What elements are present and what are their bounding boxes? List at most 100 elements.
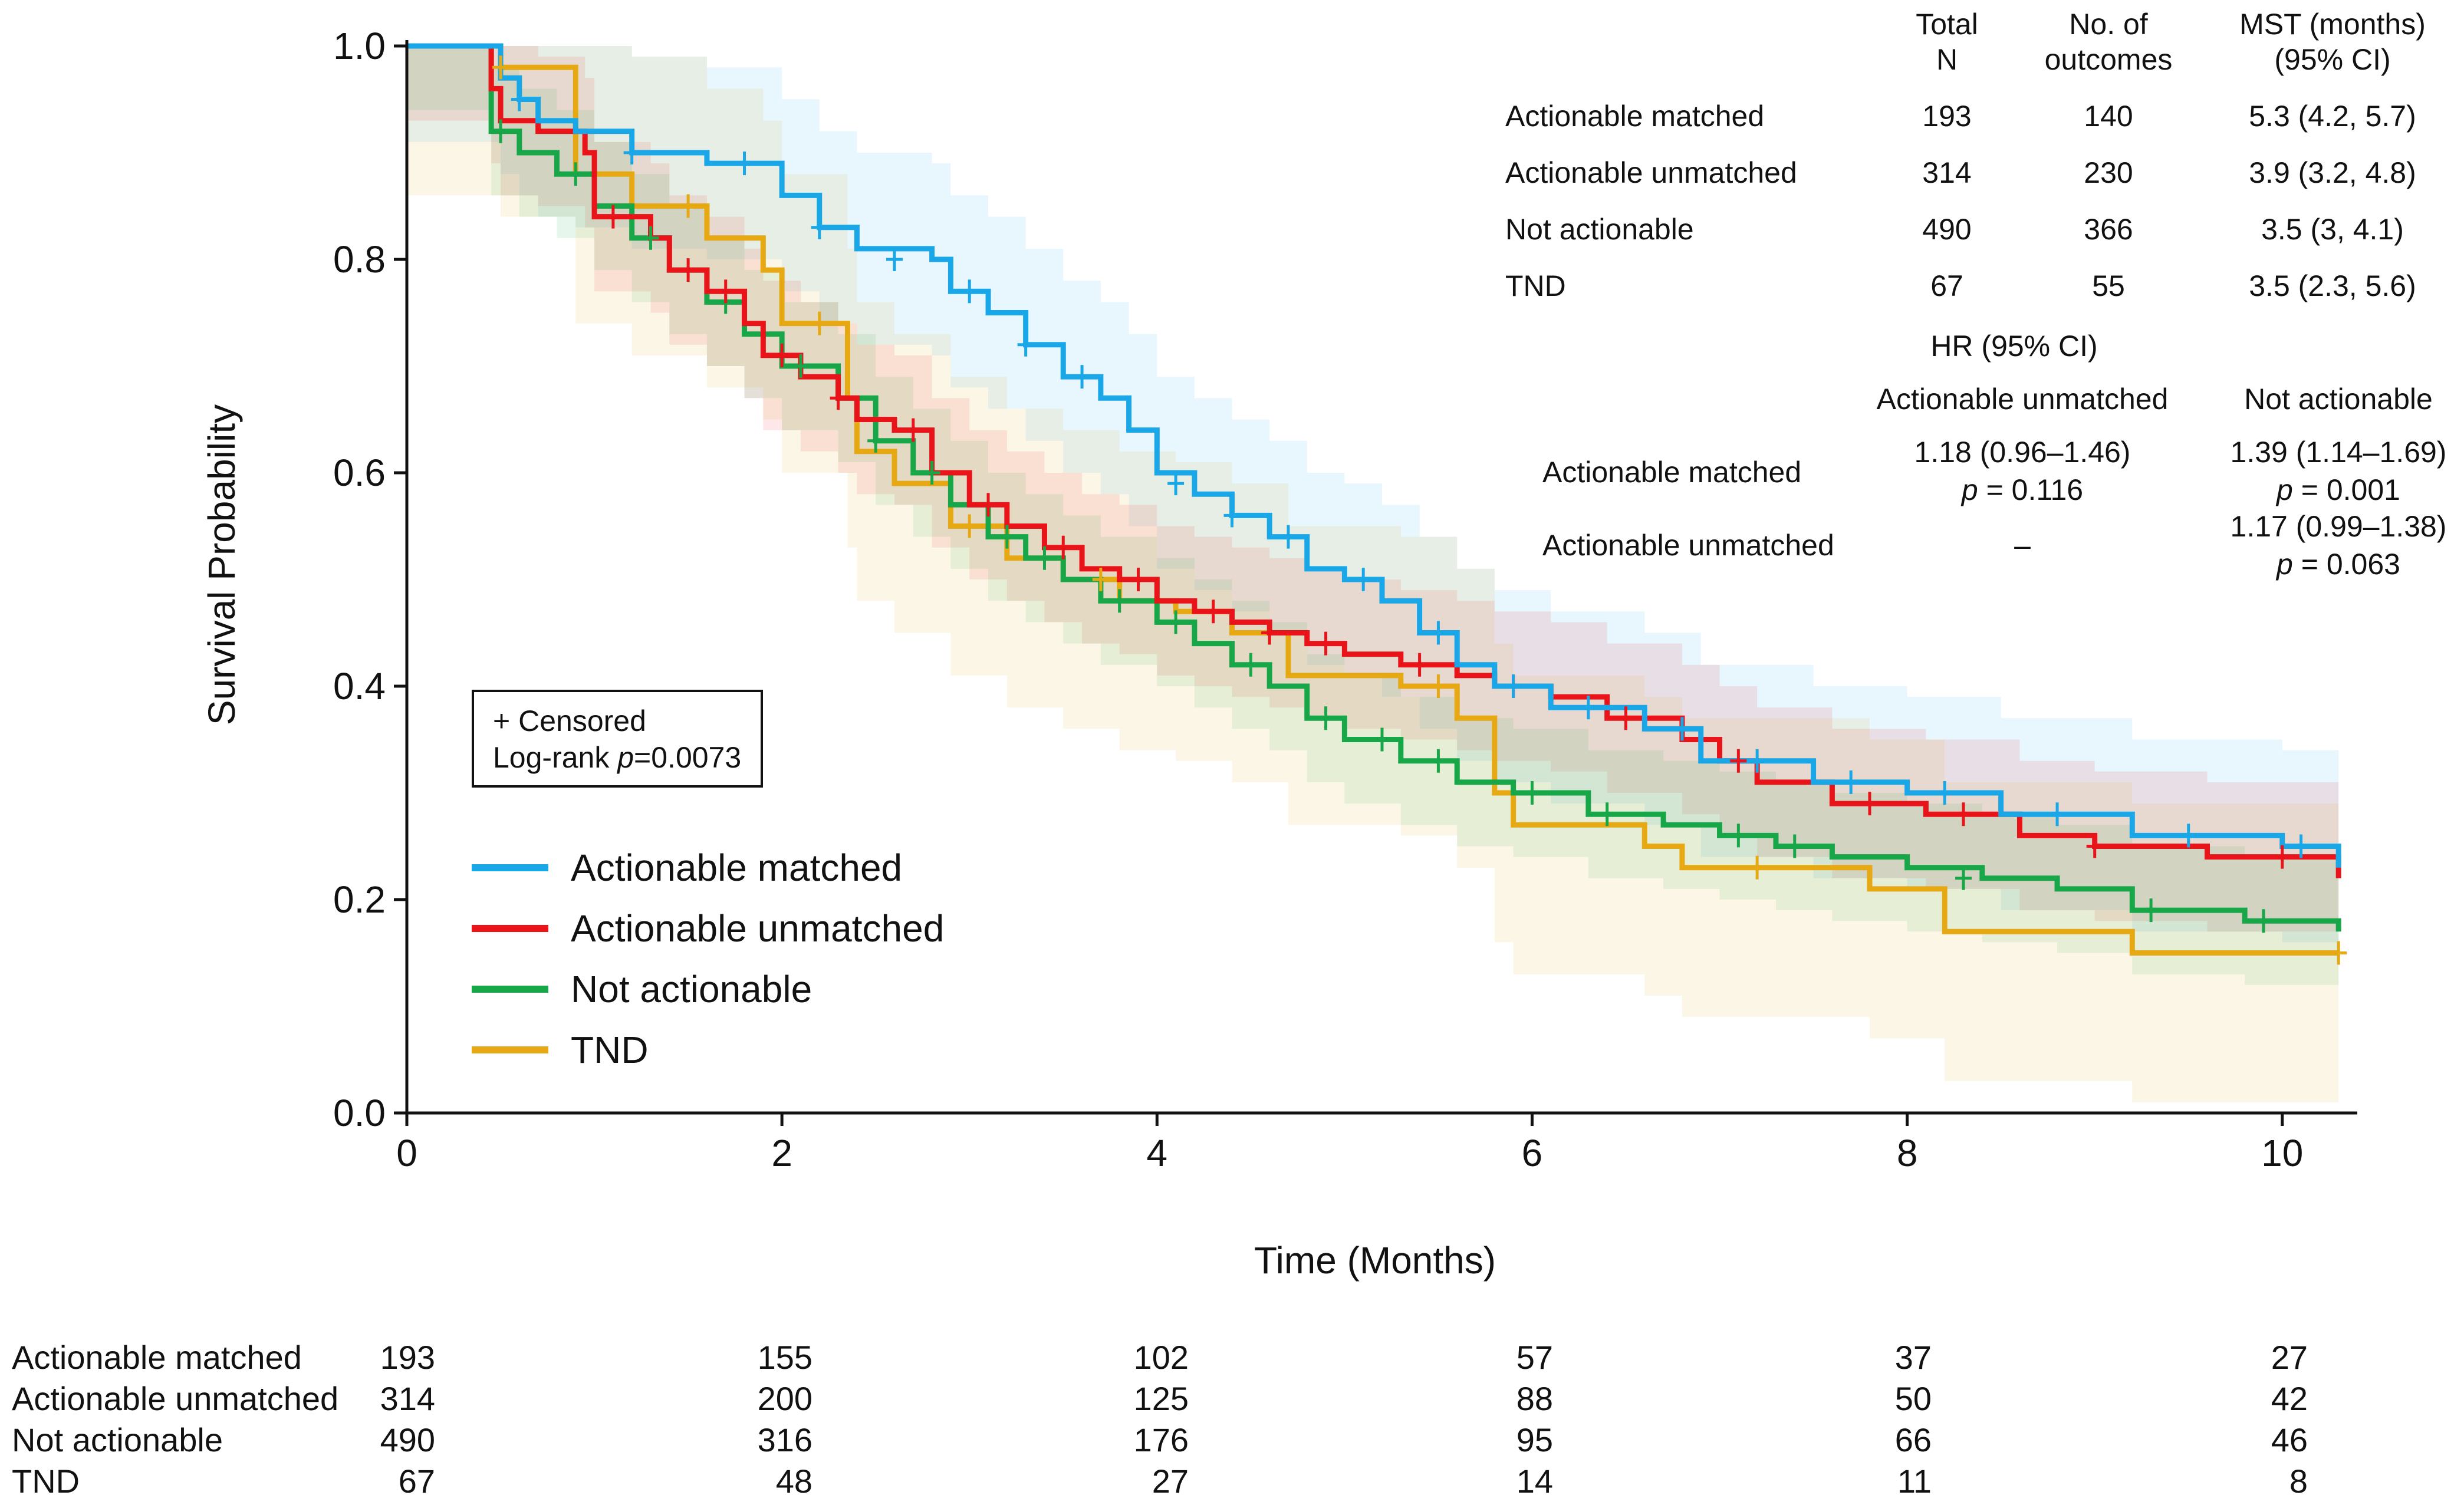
legend: Actionable matched Actionable unmatched No…: [472, 847, 944, 1071]
censor-mark: [717, 279, 734, 304]
header-total-1: Total: [1916, 8, 1978, 41]
censor-mark: [680, 194, 697, 218]
censor-mark: [1074, 365, 1091, 389]
x-tick-label: 2: [771, 1132, 792, 1174]
censor-mark: [1749, 855, 1766, 880]
y-tick-label: 0.6: [333, 452, 386, 494]
censor-marks: [492, 55, 2347, 965]
row-n: 490: [1922, 213, 1971, 246]
header-total-2: N: [1936, 43, 1958, 76]
row-n: 67: [1930, 269, 1963, 302]
risk-value: 316: [758, 1421, 812, 1458]
censor-mark: [1598, 802, 1616, 826]
censor-mark: [2049, 802, 2066, 826]
hr-cell-p: p = 0.116: [1960, 473, 2083, 506]
censor-mark: [2255, 909, 2272, 933]
risk-value: 155: [758, 1339, 812, 1376]
censored-label: + Censored: [493, 704, 646, 737]
censor-mark: [923, 461, 940, 485]
risk-value: 176: [1134, 1421, 1189, 1458]
risk-row-name: TND: [12, 1463, 80, 1500]
censor-mark: [1730, 824, 1747, 848]
y-tick-label: 0.4: [333, 665, 386, 707]
hr-cell: 1.17 (0.99–1.38): [2231, 510, 2447, 543]
censor-mark: [1130, 568, 1147, 591]
censor-mark: [1242, 653, 1259, 677]
censor-mark: [904, 418, 922, 442]
risk-value: 102: [1134, 1339, 1189, 1376]
censor-mark: [1411, 653, 1428, 677]
confidence-bands: [407, 46, 2339, 1102]
y-tick-label: 0.8: [333, 238, 386, 281]
censor-mark: [2292, 834, 2310, 858]
risk-value: 193: [380, 1339, 435, 1376]
censor-mark: [1749, 749, 1766, 773]
censor-mark: [2086, 834, 2103, 858]
legend-label-3: TND: [571, 1029, 649, 1071]
censor-mark: [1430, 749, 1447, 773]
risk-value: 88: [1516, 1380, 1553, 1417]
censor-mark: [2143, 898, 2160, 923]
censor-mark: [1617, 706, 1634, 730]
risk-value: 50: [1895, 1380, 1932, 1417]
censor-mark: [1786, 834, 1803, 858]
row-mst: 3.5 (3, 4.1): [2261, 213, 2404, 246]
censor-mark: [1430, 621, 1447, 645]
risk-value: 46: [2271, 1421, 2308, 1458]
censor-mark: [1843, 770, 1860, 794]
censor-mark: [1223, 503, 1241, 528]
hr-cell: –: [2014, 529, 2031, 562]
censor-mark: [961, 279, 978, 304]
risk-value: 57: [1516, 1339, 1553, 1376]
header-outcomes-2: outcomes: [2045, 43, 2173, 76]
x-tick-label: 6: [1522, 1132, 1543, 1174]
row-mst: 5.3 (4.2, 5.7): [2249, 100, 2416, 133]
censor-mark: [1355, 568, 1372, 591]
risk-value: 8: [2289, 1463, 2308, 1500]
hr-title: HR (95% CI): [1930, 330, 2097, 363]
risk-value: 48: [776, 1463, 812, 1500]
row-n: 193: [1922, 100, 1971, 133]
x-tick-label: 8: [1897, 1132, 1918, 1174]
censor-mark: [642, 226, 659, 250]
row-n: 314: [1922, 156, 1971, 189]
censor-mark: [774, 343, 791, 367]
censor-mark: [1955, 866, 1972, 890]
legend-label-2: Not actionable: [571, 968, 812, 1010]
hr-col1: Actionable unmatched: [1877, 383, 2169, 416]
risk-value: 125: [1134, 1380, 1189, 1417]
risk-row-name: Not actionable: [12, 1421, 223, 1458]
logrank-label: Log-rank p=0.0073: [493, 741, 741, 774]
axes: 0.0 0.2 0.4 0.6 0.8 1.0 0 2 4 6 8 10: [333, 25, 2357, 1174]
censor-mark: [1279, 525, 1297, 549]
censor-mark: [1017, 332, 1034, 357]
censor-mark: [1861, 792, 1878, 816]
x-tick-label: 4: [1147, 1132, 1168, 1174]
risk-value: 95: [1516, 1421, 1553, 1458]
row-name: Actionable matched: [1505, 100, 1764, 133]
censor-mark: [1167, 610, 1185, 634]
censor-mark: [1205, 600, 1222, 624]
x-axis-title: Time (Months): [1254, 1239, 1496, 1282]
ci-band-1: [407, 46, 2339, 953]
risk-value: 27: [1152, 1463, 1189, 1500]
censor-mark: [811, 311, 828, 335]
censor-mark: [492, 55, 509, 80]
header-mst-1: MST (months): [2239, 8, 2426, 41]
censor-mark: [998, 525, 1015, 549]
row-name: Actionable unmatched: [1505, 156, 1797, 189]
y-tick-label: 0.2: [333, 878, 386, 921]
ci-band-3: [407, 46, 2339, 1102]
censor-mark: [1580, 696, 1597, 720]
risk-value: 490: [380, 1421, 435, 1458]
censor-mark: [1430, 674, 1447, 698]
risk-row-name: Actionable unmatched: [12, 1380, 338, 1417]
censor-mark: [1055, 535, 1072, 559]
censor-mark: [604, 205, 621, 229]
censor-mark: [811, 215, 828, 239]
ci-band-0: [407, 46, 2339, 964]
header-outcomes-1: No. of: [2069, 8, 2148, 41]
censor-mark: [1036, 546, 1053, 570]
censor-mark: [1317, 706, 1334, 730]
censor-mark: [623, 141, 640, 164]
